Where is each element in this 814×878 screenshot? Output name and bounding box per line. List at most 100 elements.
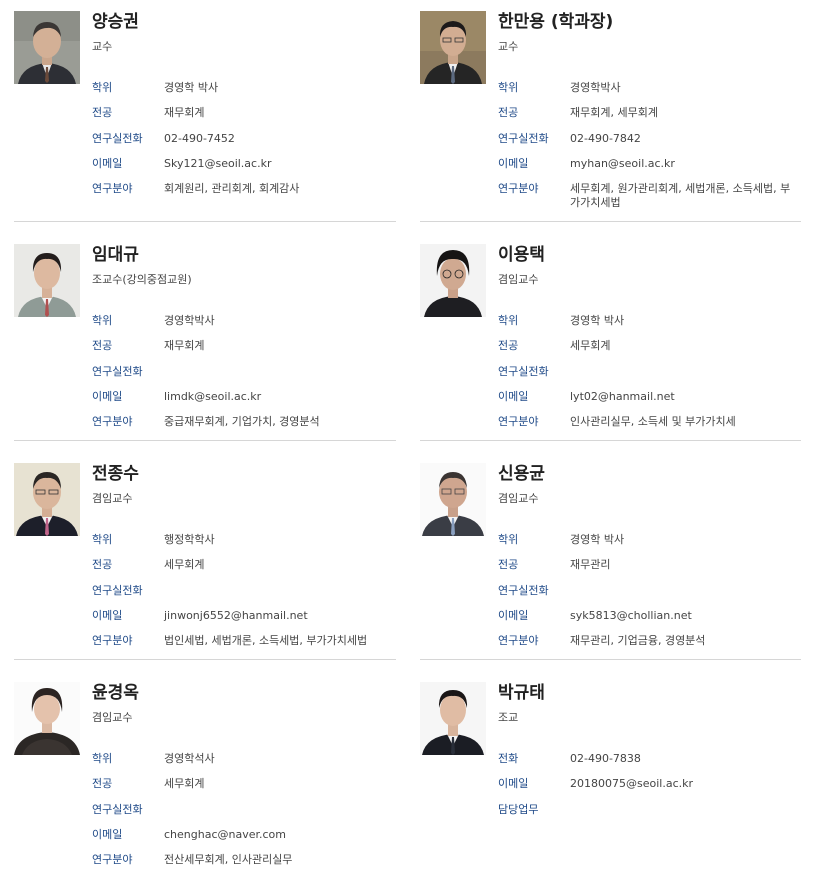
faculty-info-list: 학위 행정학학사 전공 세무회계 연구실전화 이메일 jinwonj6552@h…: [92, 533, 392, 659]
faculty-position: 겸임교수: [92, 492, 133, 505]
office-phone-row: 연구실전화 02-490-7842: [498, 132, 798, 157]
research-row: 연구분야 세무회계, 원가관리회계, 세법개론, 소득세법, 부가가치세법: [498, 182, 798, 212]
research-value: 전산세무회계, 인사관리실무: [164, 853, 293, 867]
research-value: 인사관리실무, 소득세 및 부가가치세: [570, 415, 736, 429]
office-phone-label: 연구실전화: [92, 364, 143, 378]
email-value: Sky121@seoil.ac.kr: [164, 156, 272, 170]
duty-row: 담당업무: [498, 803, 798, 828]
faculty-name: 윤경옥: [92, 683, 139, 703]
divider: [14, 659, 396, 660]
research-value: 세무회계, 원가관리회계, 세법개론, 소득세법, 부가가치세법: [570, 182, 791, 210]
major-value: 재무회계, 세무회계: [570, 106, 658, 120]
office-phone-row: 연구실전화: [498, 365, 798, 390]
email-row: 이메일 syk5813@chollian.net: [498, 609, 798, 634]
faculty-photo: [14, 682, 80, 755]
email-label: 이메일: [498, 777, 529, 791]
email-value: lyt02@hanmail.net: [570, 389, 675, 403]
degree-value: 경영학 박사: [570, 533, 625, 546]
office-phone-value: 02-490-7842: [570, 131, 641, 145]
faculty-name: 신용균: [498, 464, 545, 484]
faculty-photo: [14, 244, 80, 317]
faculty-position: 겸임교수: [92, 711, 133, 724]
research-label: 연구분야: [498, 415, 539, 429]
degree-value: 경영학박사: [164, 314, 215, 327]
research-row: 연구분야 중급재무회계, 기업가치, 경영분석: [92, 415, 392, 440]
email-row: 이메일 myhan@seoil.ac.kr: [498, 157, 798, 182]
degree-label: 학위: [92, 752, 113, 765]
research-value: 법인세법, 세법개론, 소득세법, 부가가치세법: [164, 634, 368, 648]
major-label: 전공: [92, 339, 113, 353]
research-value: 중급재무회계, 기업가치, 경영분석: [164, 415, 320, 429]
office-phone-label: 연구실전화: [92, 131, 143, 145]
research-label: 연구분야: [92, 634, 133, 648]
research-row: 연구분야 인사관리실무, 소득세 및 부가가치세: [498, 415, 798, 440]
faculty-name: 한만용 (학과장): [498, 12, 614, 32]
faculty-name: 박규태: [498, 683, 545, 703]
faculty-photo: [420, 682, 486, 755]
major-row: 전공 재무관리: [498, 558, 798, 583]
office-phone-row: 연구실전화: [92, 803, 392, 828]
email-row: 이메일 limdk@seoil.ac.kr: [92, 390, 392, 415]
degree-value: 행정학학사: [164, 533, 215, 546]
research-label: 연구분야: [92, 853, 133, 867]
email-label: 이메일: [92, 389, 123, 403]
degree-label: 학위: [498, 81, 519, 94]
email-row: 이메일 20180075@seoil.ac.kr: [498, 777, 798, 802]
faculty-position: 조교: [498, 711, 519, 724]
degree-row: 학위 경영학박사: [498, 81, 798, 106]
faculty-position: 겸임교수: [498, 273, 539, 286]
divider: [420, 659, 801, 660]
faculty-photo: [420, 463, 486, 536]
degree-label: 학위: [498, 314, 519, 327]
faculty-photo: [420, 11, 486, 84]
degree-value: 경영학 박사: [164, 81, 219, 94]
faculty-info-list: 학위 경영학박사 전공 재무회계, 세무회계 연구실전화 02-490-7842…: [498, 81, 798, 212]
faculty-position: 조교수(강의중점교원): [92, 273, 192, 286]
degree-value: 경영학 박사: [570, 314, 625, 327]
faculty-position: 교수: [92, 40, 113, 53]
degree-label: 학위: [498, 533, 519, 546]
office-phone-label: 연구실전화: [498, 364, 549, 378]
major-label: 전공: [92, 558, 113, 572]
research-value: 회계원리, 관리회계, 회계감사: [164, 182, 300, 196]
faculty-info-list: 학위 경영학박사 전공 재무회계 연구실전화 이메일 limdk@seoil.a…: [92, 314, 392, 440]
email-value: 20180075@seoil.ac.kr: [570, 777, 694, 791]
major-row: 전공 재무회계, 세무회계: [498, 106, 798, 131]
major-label: 전공: [498, 106, 519, 120]
faculty-name: 양승권: [92, 12, 139, 32]
major-row: 전공 재무회계: [92, 339, 392, 364]
office-phone-row: 연구실전화: [92, 584, 392, 609]
major-row: 전공 세무회계: [92, 777, 392, 802]
research-label: 연구분야: [92, 415, 133, 429]
faculty-position: 겸임교수: [498, 492, 539, 505]
email-value: syk5813@chollian.net: [570, 608, 692, 622]
office-phone-label: 연구실전화: [92, 583, 143, 597]
email-value: limdk@seoil.ac.kr: [164, 389, 262, 403]
office-phone-value: 02-490-7452: [164, 131, 235, 145]
faculty-position: 교수: [498, 40, 519, 53]
faculty-info-list: 학위 경영학 박사 전공 재무관리 연구실전화 이메일 syk5813@chol…: [498, 533, 798, 659]
office-phone-row: 연구실전화: [498, 584, 798, 609]
email-row: 이메일 chenghac@naver.com: [92, 828, 392, 853]
major-row: 전공 세무회계: [92, 558, 392, 583]
office-phone-row: 연구실전화: [92, 365, 392, 390]
research-row: 연구분야 회계원리, 관리회계, 회계감사: [92, 182, 392, 207]
email-label: 이메일: [498, 389, 529, 403]
major-value: 재무회계: [164, 106, 205, 120]
divider: [14, 221, 396, 222]
email-label: 이메일: [498, 156, 529, 170]
major-label: 전공: [498, 339, 519, 353]
faculty-name: 전종수: [92, 464, 139, 484]
major-value: 재무회계: [164, 339, 205, 353]
email-value: jinwonj6552@hanmail.net: [164, 608, 308, 622]
degree-row: 학위 경영학박사: [92, 314, 392, 339]
faculty-info-list: 학위 경영학 박사 전공 세무회계 연구실전화 이메일 lyt02@hanmai…: [498, 314, 798, 440]
email-label: 이메일: [498, 608, 529, 622]
degree-value: 경영학석사: [164, 752, 215, 765]
degree-row: 학위 경영학 박사: [498, 314, 798, 339]
office-phone-label: 연구실전화: [498, 131, 549, 145]
faculty-photo: [14, 463, 80, 536]
degree-row: 학위 경영학 박사: [498, 533, 798, 558]
faculty-info-list: 학위 경영학석사 전공 세무회계 연구실전화 이메일 chenghac@nave…: [92, 752, 392, 878]
email-value: chenghac@naver.com: [164, 827, 286, 841]
